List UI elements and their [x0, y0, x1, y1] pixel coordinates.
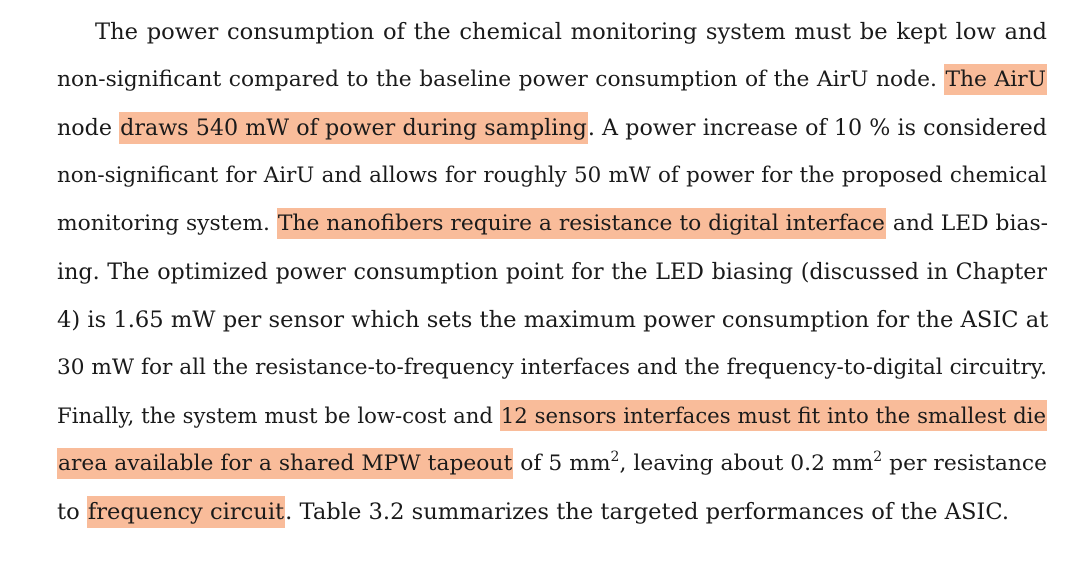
paragraph-line-9: Finally, the system must be low-cost and…: [57, 398, 1047, 434]
highlighted-text: area available for a shared MPW tapeout: [57, 448, 514, 479]
highlighted-text: 12 sensors interfaces must fit into the …: [499, 400, 1047, 431]
text-span: . Table 3.2 summarizes the targeted perf…: [285, 499, 1010, 525]
paragraph-line-11: to frequency circuit. Table 3.2 summariz…: [57, 494, 1047, 530]
paragraph-line-1: The power consumption of the chemical mo…: [95, 14, 1047, 50]
text-span: and LED bias-: [885, 211, 1049, 236]
text-span: The power consumption of the chemical mo…: [95, 19, 1047, 45]
text-span: to: [57, 499, 87, 525]
paragraph-line-7: 4) is 1.65 mW per sensor which sets the …: [57, 302, 1049, 338]
paragraph-line-4: non-significant for AirU and allows for …: [57, 158, 1047, 194]
text-span: per resistance: [882, 451, 1047, 476]
text-span: ing. The optimized power consumption poi…: [57, 259, 1047, 285]
text-span: of 5 mm: [513, 451, 611, 476]
text-span: 4) is 1.65 mW per sensor which sets the …: [57, 307, 1049, 333]
paragraph-line-6: ing. The optimized power consumption poi…: [57, 254, 1047, 290]
superscript: 2: [873, 449, 883, 465]
highlighted-text: The AirU: [944, 64, 1047, 95]
paragraph-line-10: area available for a shared MPW tapeout …: [57, 446, 1047, 482]
text-span: node: [57, 115, 120, 141]
paragraph-line-2: non-significant compared to the baseline…: [57, 62, 1047, 98]
text-span: 30 mW for all the resistance-to-frequenc…: [57, 355, 1047, 380]
text-span: , leaving about 0.2 mm: [619, 451, 874, 476]
highlighted-text: draws 540 mW of power during sampling: [119, 112, 588, 144]
paragraph-line-3: node draws 540 mW of power during sampli…: [57, 110, 1047, 146]
text-span: non-significant compared to the baseline…: [57, 67, 945, 92]
paragraph-line-8: 30 mW for all the resistance-to-frequenc…: [57, 350, 1047, 386]
text-span: . A power increase of 10 % is considered: [587, 115, 1048, 141]
highlighted-text: frequency circuit: [86, 496, 286, 528]
paragraph-line-5: monitoring system. The nanofibers requir…: [57, 206, 1049, 242]
superscript: 2: [610, 449, 620, 465]
text-span: monitoring system.: [57, 211, 277, 236]
highlighted-text: The nanofibers require a resistance to d…: [276, 208, 886, 239]
text-span: non-significant for AirU and allows for …: [57, 163, 1047, 188]
text-span: Finally, the system must be low-cost and: [57, 403, 500, 428]
